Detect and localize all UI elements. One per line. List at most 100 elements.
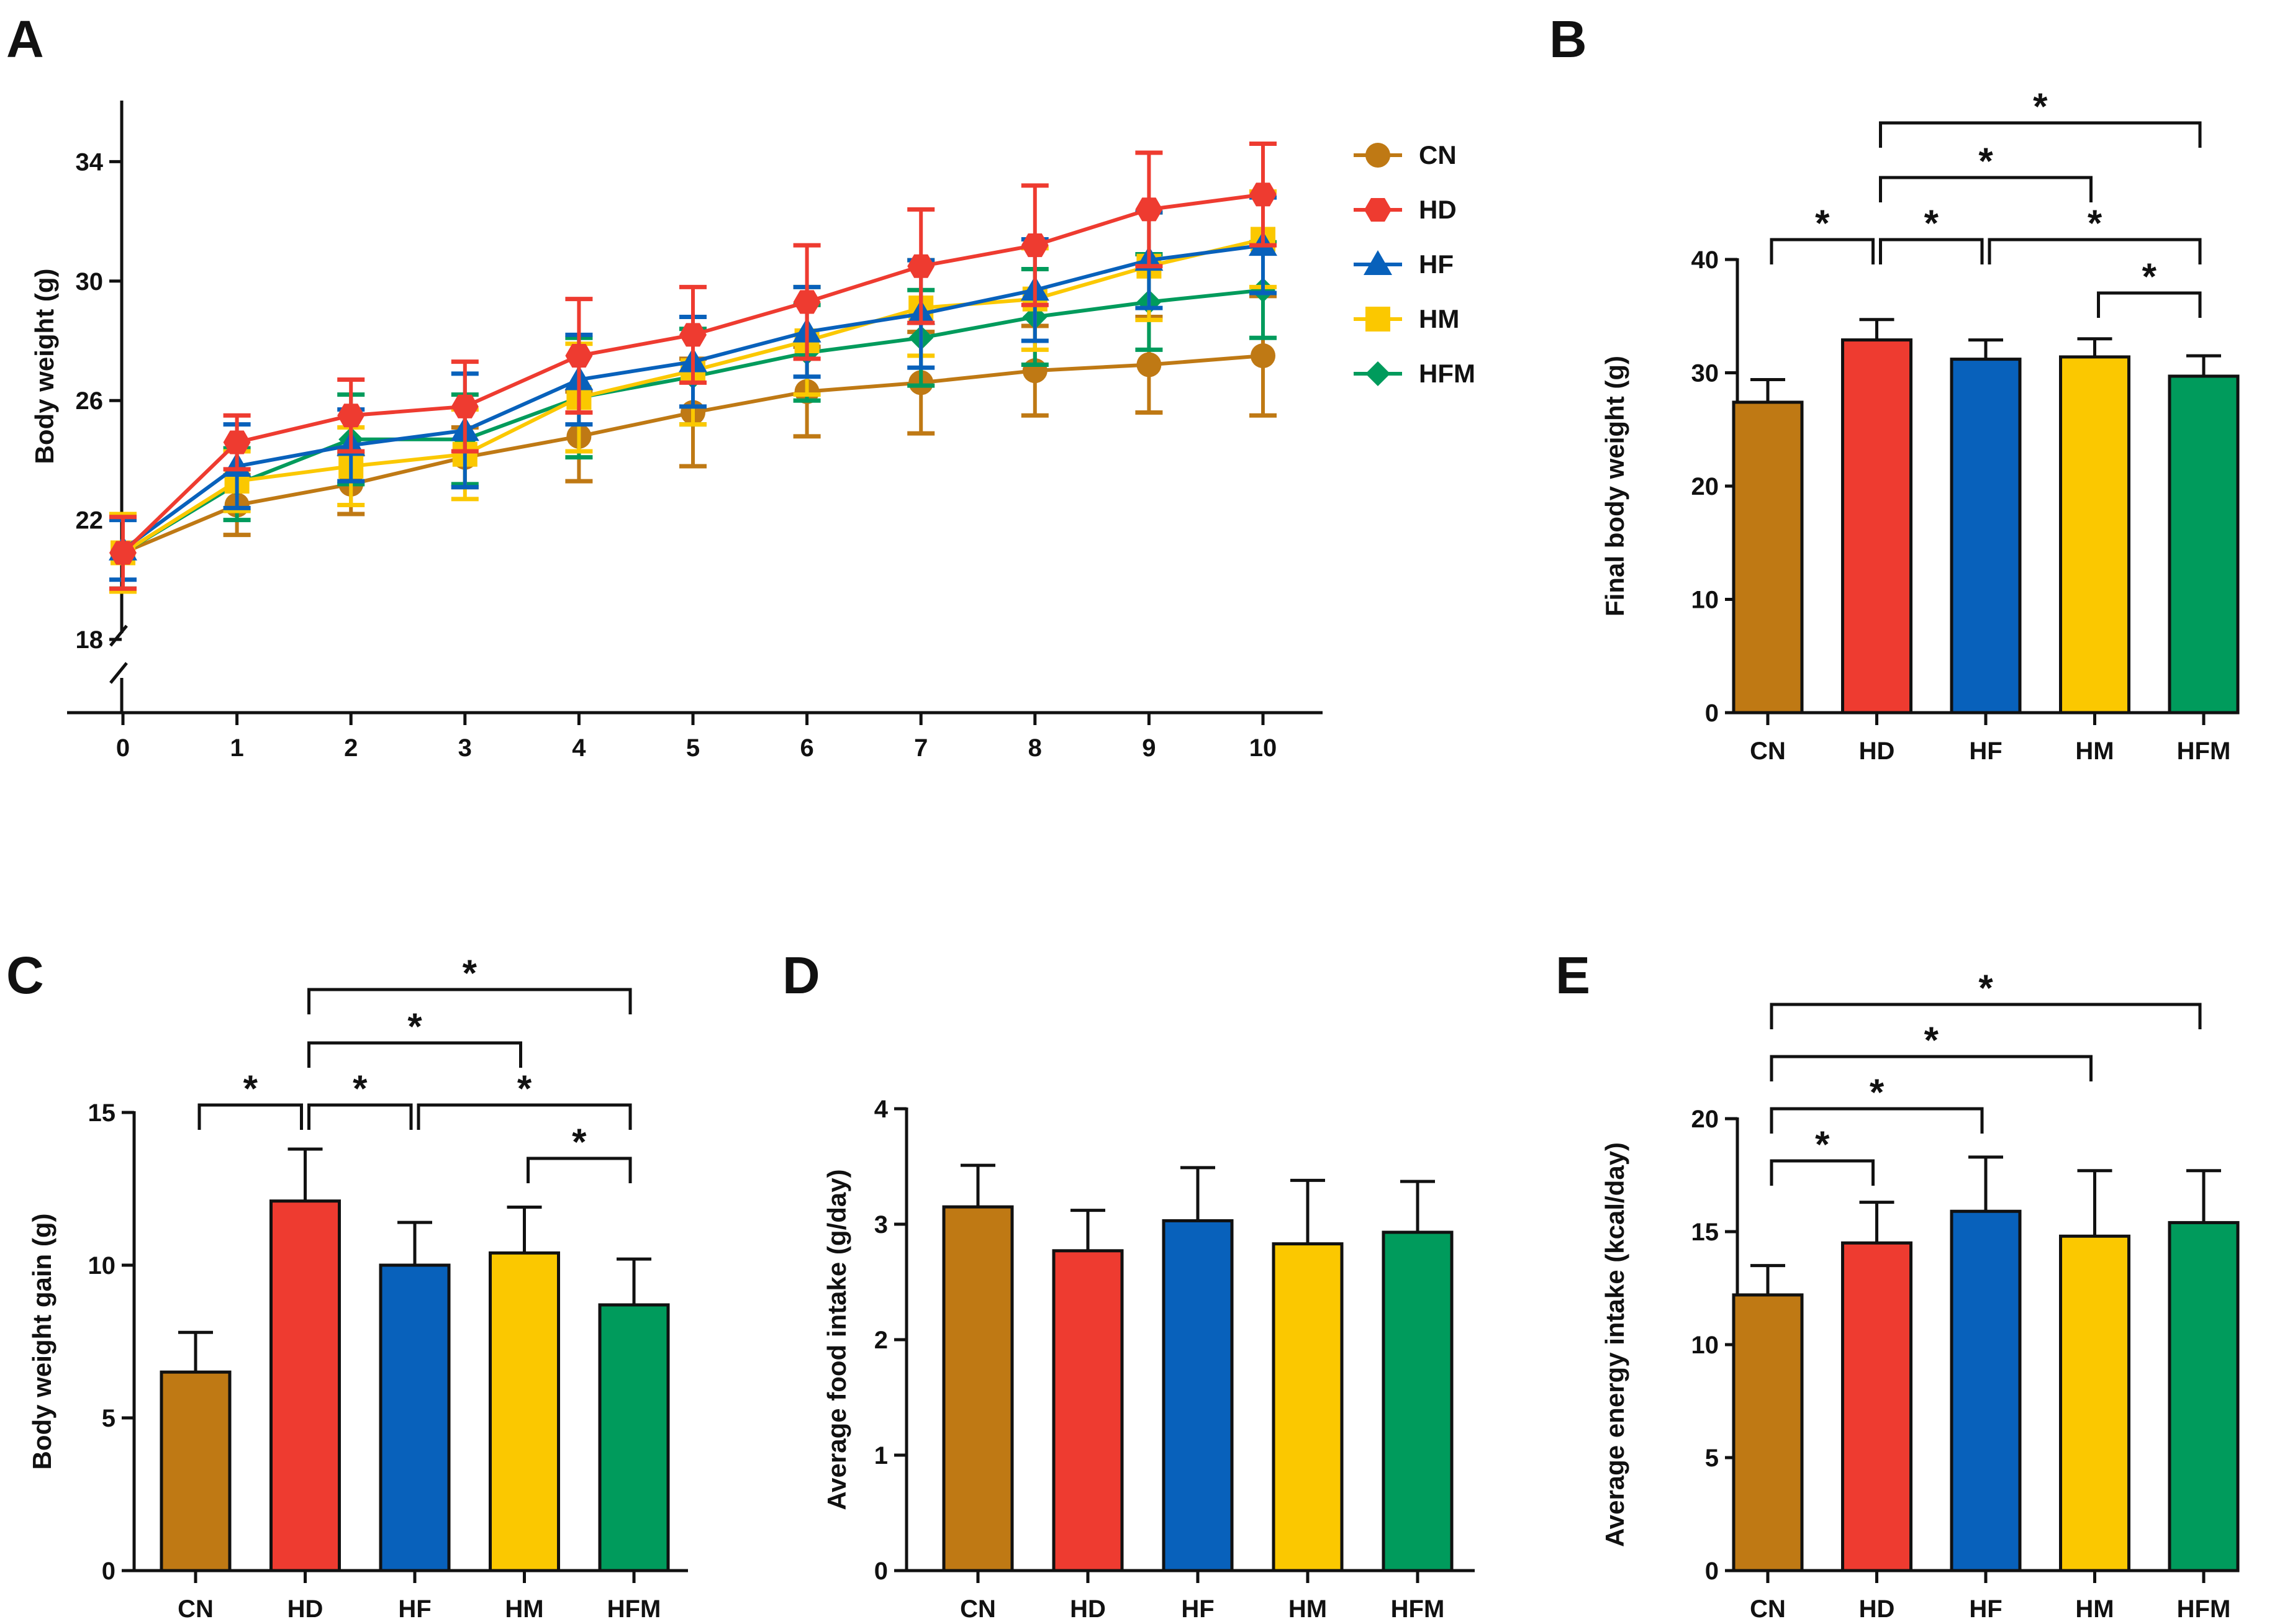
significance-star: * [1978,140,1993,182]
significance-bracket [2097,291,2202,318]
y-tick-label: 0 [1705,700,1719,727]
y-tick-label: 3 [874,1211,888,1238]
y-tick-label: 0 [1705,1558,1719,1585]
data-point [679,323,707,347]
bar-hm [2059,355,2130,715]
y-tick-label: 30 [1691,360,1719,387]
significance-star: * [1924,202,1939,244]
panel-b-bar-chart: 0 10 20 30 40 CN HD HF HM HFM * * * * * * Final body wei… [1600,86,2240,765]
bar-hfm [598,1303,670,1572]
legend-label: HFM [1419,359,1475,388]
significance-bracket [1770,1055,2093,1081]
significance-star: * [353,1068,368,1109]
bar-cn [942,1205,1014,1572]
x-tick-label: 7 [914,734,928,762]
x-tick-label: 8 [1028,734,1042,762]
x-tick-label: HF [1969,1595,2002,1623]
legend-label: HD [1419,195,1457,224]
y-tick-label: 5 [102,1405,115,1432]
significance-star: * [243,1068,258,1109]
legend: CN HD HF HM HFM [1354,140,1475,388]
y-axis-title: Final body weight (g) [1600,356,1629,616]
data-point [1021,233,1049,258]
y-axis-title: Average energy intake (kcal/day) [1600,1142,1629,1547]
legend-label: CN [1419,140,1457,169]
y-tick-label: 22 [76,507,104,535]
bar-hd [269,1199,341,1572]
data-point [565,343,593,368]
bar-hd [1841,338,1912,715]
data-point [451,394,479,418]
x-tick-label: HM [2075,1595,2114,1623]
significance-star: * [2088,202,2102,244]
x-tick-label: 2 [344,734,358,762]
significance-star: * [1924,1019,1939,1061]
panel-c-bar-chart: 0 5 10 15 CN HD HF HM HFM * * * * * * Body weight gain … [27,952,688,1623]
data-point [1135,197,1163,222]
significance-bracket [1770,1003,2202,1029]
x-tick-label: HD [1859,1595,1895,1623]
significance-bracket [197,1103,303,1130]
y-tick-label: 0 [874,1558,888,1585]
data-point [223,430,251,454]
axis-break-mark [109,662,128,684]
y-axis-title: Average food intake (g/day) [822,1169,851,1510]
x-tick-label: 5 [686,734,700,762]
y-tick-label: 10 [1691,1332,1719,1359]
y-tick-label: 34 [76,148,104,176]
data-point [907,254,935,278]
y-tick-label: 15 [88,1099,116,1127]
y-axis-title: Body weight (g) [30,269,59,464]
bar-hf [1162,1219,1234,1572]
panel-label-b: B [1549,10,1587,68]
bar-hfm [2168,374,2240,715]
x-tick-label: HFM [2177,738,2231,765]
y-tick-label: 30 [76,268,104,295]
significance-bracket [1879,238,1984,264]
data-point [1251,343,1275,369]
x-tick-label: HF [398,1595,431,1623]
x-tick-label: 10 [1249,734,1277,762]
significance-star: * [1815,1124,1830,1165]
bar-hf [379,1263,451,1572]
y-tick-label: 15 [1691,1219,1719,1246]
data-point [337,404,365,428]
x-tick-label: HM [2075,738,2114,765]
significance-bracket [1770,1159,1875,1186]
significance-bracket [307,1041,522,1068]
legend-marker [1365,307,1390,332]
x-tick-label: HF [1181,1595,1214,1623]
x-tick-label: HM [1288,1595,1327,1623]
significance-bracket [527,1157,632,1183]
significance-bracket [1879,121,2202,148]
significance-bracket [1988,238,2202,264]
bar-hm [489,1251,560,1572]
significance-star: * [2142,256,2157,297]
x-tick-label: 3 [458,734,472,762]
bar-hm [1272,1242,1344,1572]
bar-cn [1732,1293,1804,1572]
data-point [1249,183,1277,207]
y-tick-label: 1 [874,1442,888,1469]
y-tick-label: 20 [1691,1106,1719,1133]
legend-marker [1364,197,1392,222]
significance-star: * [572,1121,587,1163]
significance-star: * [2033,86,2048,127]
x-tick-label: 9 [1142,734,1156,762]
y-tick-label: 10 [1691,587,1719,614]
bar-hfm [2168,1220,2240,1572]
x-tick-label: HFM [2177,1595,2231,1623]
panel-d-bar-chart: 0 1 2 3 4 CN HD HF HM HFM Average food intake (g/d… [822,1096,1475,1623]
y-tick-label: 2 [874,1327,888,1354]
y-tick-label: 18 [76,626,104,654]
legend-label: HF [1419,250,1454,279]
y-tick-label: 20 [1691,473,1719,500]
x-tick-label: HD [1070,1595,1106,1623]
y-tick-label: 40 [1691,246,1719,274]
x-tick-label: CN [178,1595,214,1623]
panel-label-d: D [782,946,820,1004]
x-tick-label: HFM [1391,1595,1445,1623]
bar-cn [1732,400,1804,715]
significance-bracket [1770,238,1875,264]
significance-bracket [417,1103,632,1130]
